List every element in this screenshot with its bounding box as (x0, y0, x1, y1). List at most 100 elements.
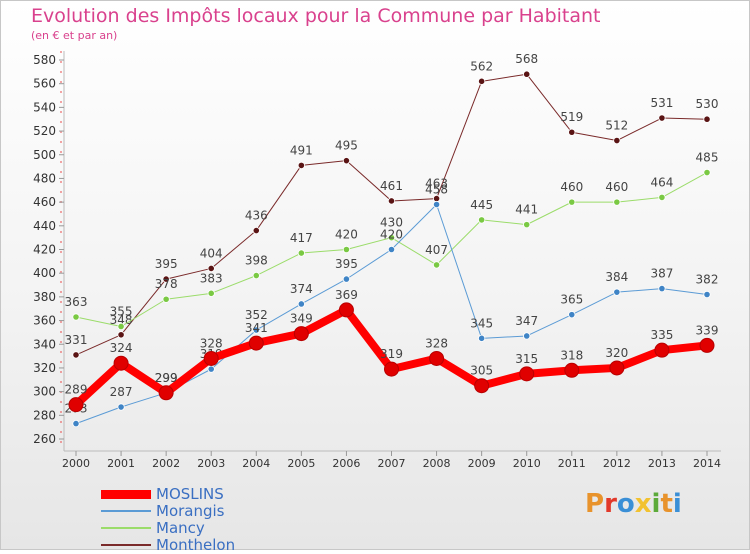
data-point (387, 197, 396, 205)
data-point (429, 350, 445, 366)
data-point (297, 161, 305, 170)
x-tick-label: 2001 (107, 457, 135, 470)
data-label: 378 (155, 277, 178, 291)
data-label: 398 (245, 254, 268, 268)
data-label: 441 (515, 203, 538, 217)
legend-swatch (101, 510, 151, 512)
data-point (252, 226, 260, 235)
data-point (658, 114, 666, 122)
data-point (432, 200, 441, 209)
data-point (72, 313, 80, 321)
data-point (248, 335, 264, 351)
data-label: 404 (200, 246, 223, 260)
data-label: 305 (470, 364, 493, 378)
data-label: 420 (335, 228, 358, 242)
x-tick-label: 2003 (197, 457, 225, 470)
proxiti-logo: Proxiti (585, 489, 682, 519)
data-point (117, 322, 125, 331)
y-tick-label: 560 (33, 77, 56, 91)
logo-letter: i (672, 489, 682, 519)
data-point (338, 302, 354, 318)
data-label: 299 (155, 371, 178, 385)
legend-label: Mancy (156, 519, 205, 537)
x-tick-label: 2012 (603, 457, 631, 470)
legend-swatch (101, 527, 151, 529)
data-point (117, 403, 125, 411)
x-tick-label: 2006 (332, 457, 360, 470)
chart-title: Evolution des Impôts locaux pour la Comm… (31, 5, 601, 27)
legend-label: Monthelon (156, 536, 236, 554)
data-label: 420 (380, 228, 403, 242)
data-label: 319 (380, 347, 403, 361)
logo-letter: r (604, 489, 617, 519)
x-tick-label: 2009 (468, 457, 496, 470)
y-tick-label: 380 (33, 290, 56, 304)
data-label: 328 (200, 336, 223, 350)
data-label: 331 (65, 333, 88, 347)
data-point (478, 216, 486, 224)
y-tick-label: 440 (33, 219, 56, 233)
data-label: 341 (245, 321, 268, 335)
chart-subtitle: (en € et par an) (31, 29, 118, 42)
data-label: 339 (696, 323, 719, 337)
data-point (342, 157, 351, 165)
x-tick-label: 2002 (152, 457, 180, 470)
data-label: 460 (605, 180, 628, 194)
x-tick-label: 2013 (648, 457, 676, 470)
data-label: 289 (65, 383, 88, 397)
logo-letter: P (585, 489, 605, 519)
y-tick-label: 400 (33, 266, 56, 280)
data-point (703, 290, 711, 299)
data-label: 347 (515, 314, 538, 328)
legend-label: MOSLINS (156, 485, 224, 503)
data-point (703, 115, 711, 123)
data-point (293, 326, 309, 342)
data-point (568, 128, 576, 136)
data-label: 531 (650, 96, 673, 110)
logo-letter: x (634, 489, 652, 519)
data-label: 562 (470, 59, 493, 73)
data-label: 384 (605, 270, 628, 284)
data-point (564, 362, 580, 378)
data-point (609, 360, 625, 376)
data-point (68, 397, 84, 413)
data-point (117, 331, 125, 339)
legend-swatch (101, 544, 151, 546)
data-label: 461 (380, 179, 403, 193)
data-label: 318 (560, 348, 583, 362)
data-label: 369 (335, 288, 358, 302)
data-point (478, 334, 486, 342)
data-point (432, 261, 441, 269)
data-label: 460 (560, 180, 583, 194)
data-point (72, 420, 80, 428)
data-label: 436 (245, 209, 268, 223)
x-tick-label: 2008 (423, 457, 451, 470)
data-point (203, 350, 219, 366)
data-label: 363 (65, 295, 88, 309)
y-tick-label: 280 (33, 408, 56, 422)
data-label: 430 (380, 216, 403, 230)
data-point (162, 275, 170, 283)
data-point (523, 221, 531, 229)
data-point (654, 342, 670, 358)
data-point (387, 245, 396, 254)
data-point (523, 70, 531, 78)
y-tick-label: 520 (33, 124, 56, 138)
y-tick-label: 480 (33, 171, 56, 185)
data-label: 382 (696, 273, 719, 287)
data-point (478, 77, 486, 85)
y-tick-label: 420 (33, 243, 56, 257)
data-point (474, 378, 490, 394)
data-label: 374 (290, 282, 313, 296)
data-point (658, 284, 666, 293)
data-label: 495 (335, 139, 358, 153)
data-point (384, 361, 399, 377)
data-label: 491 (290, 143, 313, 157)
data-label: 485 (696, 151, 719, 165)
data-label: 530 (696, 97, 719, 111)
data-label: 345 (470, 316, 493, 330)
data-label: 287 (110, 385, 133, 399)
